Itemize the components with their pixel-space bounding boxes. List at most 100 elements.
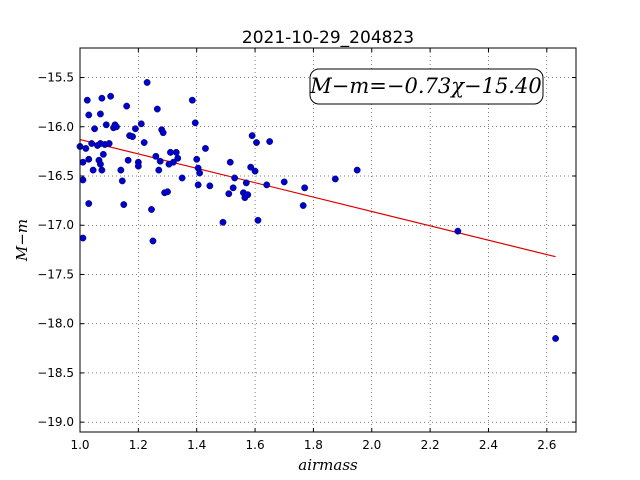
data-point — [299, 202, 307, 209]
data-point — [159, 129, 167, 137]
data-point — [188, 96, 196, 104]
data-point — [102, 121, 110, 129]
data-point — [132, 125, 139, 133]
data-point — [82, 145, 90, 152]
data-point — [149, 237, 157, 245]
data-point — [124, 156, 132, 164]
data-point — [118, 177, 126, 185]
data-point — [79, 176, 87, 184]
data-point — [140, 139, 148, 146]
x-tick-label: 2.6 — [537, 438, 556, 452]
data-point — [226, 158, 234, 166]
data-point — [353, 166, 361, 174]
y-tick-label: −19.0 — [37, 415, 74, 429]
data-point — [280, 178, 288, 186]
data-point — [89, 166, 97, 174]
data-point — [229, 184, 237, 192]
data-point — [231, 174, 239, 182]
data-point — [206, 182, 214, 190]
data-point — [88, 140, 96, 147]
x-tick-label: 2.2 — [421, 438, 440, 452]
x-tick-label: 1.2 — [129, 438, 148, 452]
y-axis-label: M−m — [13, 219, 31, 262]
annotation-text: M−m=−0.73χ−15.40 — [309, 74, 541, 98]
x-tick-label: 2.4 — [479, 438, 498, 452]
x-tick-label: 1.6 — [246, 438, 265, 452]
x-tick-labels: 1.0 1.2 1.4 1.6 1.8 2.0 2.2 2.4 2.6 — [70, 438, 556, 452]
x-tick-label: 2.0 — [362, 438, 381, 452]
data-point — [172, 148, 180, 156]
data-point — [169, 158, 177, 166]
data-point — [254, 216, 262, 224]
data-point — [99, 150, 107, 158]
data-point — [120, 201, 128, 208]
data-point — [194, 181, 202, 189]
y-tick-label: −16.5 — [37, 169, 74, 183]
data-point — [196, 169, 204, 177]
data-points — [76, 79, 559, 342]
data-point — [83, 96, 91, 104]
data-point — [105, 140, 113, 147]
data-point — [79, 158, 87, 166]
y-tick-label: −15.5 — [37, 71, 74, 85]
y-tick-labels: −15.5 −16.0 −16.5 −17.0 −17.5 −18.0 −18.5 −19.0 — [37, 71, 74, 430]
data-point — [91, 125, 98, 133]
data-point — [134, 162, 142, 170]
x-tick-label: 1.0 — [70, 438, 89, 452]
y-tick-label: −18.5 — [37, 366, 74, 380]
annotation-box — [309, 68, 544, 105]
data-point — [191, 119, 199, 127]
data-point — [79, 234, 87, 242]
data-point — [143, 79, 151, 86]
x-axis-label: airmass — [298, 456, 358, 474]
data-point — [129, 133, 136, 141]
data-point — [251, 167, 259, 175]
chart-title: 2021-10-29_204823 — [242, 28, 414, 48]
x-tick-label: 1.4 — [187, 438, 206, 452]
data-point — [85, 155, 93, 163]
data-point — [113, 123, 120, 131]
data-point — [155, 166, 163, 174]
data-point — [225, 190, 233, 198]
y-tick-label: −17.5 — [37, 267, 74, 281]
x-tick-label: 1.8 — [304, 438, 323, 452]
data-point — [174, 154, 182, 162]
data-point — [219, 218, 227, 226]
data-point — [137, 120, 145, 128]
data-point — [248, 132, 256, 140]
data-point — [244, 191, 252, 199]
data-point — [123, 102, 131, 110]
data-point — [552, 335, 559, 342]
data-point — [253, 139, 260, 146]
y-tick-label: −17.0 — [37, 218, 74, 232]
data-point — [156, 157, 164, 165]
data-point — [85, 111, 93, 119]
y-tick-label: −16.0 — [37, 120, 74, 134]
fit-annotation: M−m=−0.73χ−15.40 — [309, 68, 544, 105]
data-point — [117, 166, 125, 174]
data-point — [98, 94, 106, 102]
data-point — [85, 200, 93, 207]
data-point — [167, 148, 174, 156]
data-point — [152, 152, 160, 160]
y-tick-label: −18.0 — [37, 317, 74, 331]
data-point — [242, 179, 250, 187]
data-point — [97, 160, 104, 168]
ticks — [79, 48, 576, 432]
data-point — [164, 188, 171, 196]
data-point — [301, 184, 309, 192]
data-point — [107, 92, 115, 100]
data-point — [266, 138, 274, 145]
data-point — [193, 155, 201, 163]
data-point — [98, 166, 106, 174]
data-point — [97, 110, 104, 118]
data-point — [178, 174, 186, 182]
data-point — [153, 105, 161, 113]
plot-frame — [79, 47, 577, 433]
data-point — [331, 175, 339, 183]
data-point — [263, 181, 271, 189]
data-point — [202, 145, 209, 152]
data-point — [454, 227, 462, 235]
data-point — [247, 163, 255, 171]
